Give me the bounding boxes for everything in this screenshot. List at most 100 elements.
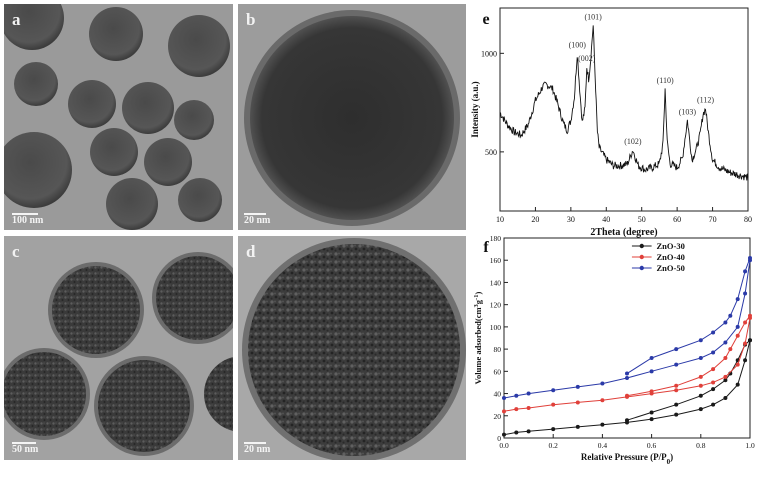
scale-text-a: 100 nm [12,215,44,226]
panel-label-a: a [12,10,21,29]
isotherm-x-tick-label: 0.2 [549,441,559,450]
scale-bar-c [12,442,36,444]
isotherm-point [728,347,733,352]
isotherm-x-axis-label: Relative Pressure (P/P0) [581,452,673,466]
isotherm-point [674,383,679,388]
isotherm-point [514,430,519,435]
isotherm-point [698,356,703,360]
isotherm-point [743,341,748,346]
xrd-x-tick-label: 50 [638,215,646,224]
isotherm-y-tick-label: 80 [494,345,502,354]
tem-panel-a: a 100 nm [4,4,233,230]
isotherm-point [514,407,519,412]
isotherm-y-axis-label: Volume adsorbed(cm3g-1) [473,292,484,385]
xrd-trace [499,25,749,181]
isotherm-x-tick-label: 0.4 [598,441,608,450]
scale-text-d: 20 nm [244,444,271,455]
xrd-plot-frame [499,7,749,212]
isotherm-point [723,340,728,345]
isotherm-point [723,396,728,400]
xrd-x-axis-label: 2Theta (degree) [590,227,657,238]
panel-label-d: d [246,242,256,261]
isotherm-y-tick-label: 160 [490,256,502,265]
isotherm-point [698,383,703,388]
scale-bar-d [244,442,266,444]
isotherm-plot-frame [503,237,751,439]
xrd-y-axis-label: Intensity (a.u.) [470,81,480,137]
isotherm-point [723,374,728,379]
isotherm-point [625,418,629,423]
isotherm-point [649,410,654,415]
tem-panel-c: c 50 nm [4,236,233,460]
tem-image-c [4,236,233,460]
legend-marker [639,265,644,271]
xrd-y-tick-label: 1000 [481,49,497,58]
legend-label: ZnO-50 [657,263,685,273]
isotherm-point [711,387,716,392]
isotherm-point [698,407,703,412]
isotherm-point [625,393,629,398]
isotherm-point [735,324,740,329]
tem-panel-d: d 20 nm [238,236,466,460]
isotherm-point [735,382,740,387]
scale-bar-b [244,213,266,215]
isotherm-point [674,388,679,393]
isotherm-x-tick-label: 0.0 [499,441,509,450]
isotherm-point [674,362,679,367]
isotherm-point [748,338,752,343]
isotherm-point [551,388,556,393]
xrd-peak-label: (103) [679,107,697,116]
xrd-peak-label: (002) [578,54,596,63]
isotherm-y-tick-label: 20 [494,412,502,421]
xrd-x-tick-label: 80 [744,215,752,224]
isotherm-y-tick-label: 120 [490,301,502,310]
isotherm-point [600,422,605,427]
isotherm-point [575,424,580,429]
isotherm-point [575,384,580,389]
isotherm-point [649,417,654,422]
scale-text-b: 20 nm [244,215,271,226]
isotherm-point [711,380,716,385]
isotherm-point [526,429,531,434]
xrd-x-tick-label: 10 [496,215,504,224]
isotherm-desorption-line [626,315,751,397]
isotherm-y-tick-label: 100 [490,323,502,332]
isotherm-chart: 0.0 0.2 0.4 0.6 0.8 1.0 0 20 40 60 80 100 120 140 160 1… [473,234,755,466]
isotherm-point [735,362,740,367]
isotherm-point [711,367,716,372]
isotherm-point [625,376,629,380]
isotherm-y-tick-label: 140 [490,278,502,287]
isotherm-y-tick-label: 0 [497,434,501,443]
isotherm-point [649,369,654,374]
isotherm-x-tick-label: 0.8 [696,441,706,450]
xrd-chart: 10 20 30 40 50 60 70 80 500 1000 (100) (002) (101) (1… [470,7,752,238]
isotherm-point [711,402,716,407]
isotherm-point [698,374,703,379]
isotherm-point [743,269,748,274]
isotherm-y-tick-label: 180 [490,234,502,243]
xrd-y-tick-label: 500 [485,148,497,157]
xrd-peak-label: (112) [697,96,714,105]
isotherm-point [502,396,506,400]
isotherm-point [743,358,748,363]
xrd-x-tick-label: 60 [673,215,681,224]
isotherm-point [649,356,654,360]
isotherm-point [551,427,556,432]
panel-label-b: b [246,10,256,29]
isotherm-point [723,320,728,325]
isotherm-point [514,393,519,398]
isotherm-point [502,432,506,437]
isotherm-y-tick-label: 60 [494,367,502,376]
panel-label-c: c [12,242,20,261]
legend-label: ZnO-30 [657,241,685,251]
panel-label-e: e [482,11,489,28]
isotherm-x-tick-label: 0.6 [647,441,657,450]
tem-image-d [238,236,466,460]
isotherm-point [551,402,556,407]
isotherm-point [698,393,703,398]
isotherm-point [600,381,605,386]
xrd-x-tick-label: 30 [567,215,575,224]
tem-panel-b: b 20 nm [238,4,466,230]
tem-image-a [4,4,233,230]
legend-marker [639,243,644,249]
